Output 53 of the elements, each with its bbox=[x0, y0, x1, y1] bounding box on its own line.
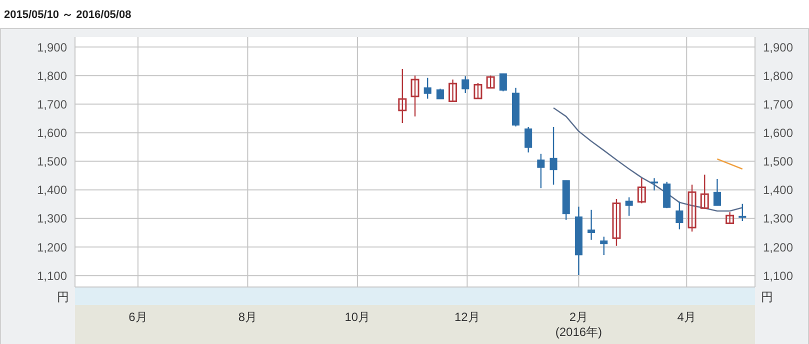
candlestick bbox=[524, 126, 532, 154]
y-tick-label: 1,300 bbox=[36, 212, 68, 226]
x-tick-label: 6月 bbox=[128, 310, 148, 324]
candlestick bbox=[663, 181, 671, 209]
candlestick bbox=[700, 174, 709, 209]
y2-tick-label: 1,700 bbox=[763, 97, 794, 112]
candlestick bbox=[625, 196, 633, 216]
candlestick bbox=[486, 74, 495, 89]
candlestick bbox=[713, 178, 721, 206]
candlestick bbox=[550, 126, 558, 186]
y-tick-label: 1,400 bbox=[36, 183, 68, 198]
candlestick bbox=[688, 184, 696, 232]
y-tick-label: 1,800 bbox=[36, 68, 68, 83]
candlestick bbox=[650, 178, 658, 192]
candlestick bbox=[726, 212, 734, 224]
y-axis-title: 円 bbox=[57, 289, 69, 306]
candlestick bbox=[474, 82, 482, 100]
x-tick-label: 12月 bbox=[454, 310, 480, 324]
chart-title: 2015/05/10 ～ 2016/05/08 bbox=[4, 8, 132, 22]
candlestick bbox=[462, 76, 470, 94]
y-tick-label: 1,200 bbox=[36, 240, 68, 254]
x-tick-label: 2月 (2016年) bbox=[555, 310, 602, 339]
candlestick bbox=[738, 203, 746, 222]
candlestick bbox=[600, 236, 608, 256]
y-tick-label: 1,900 bbox=[36, 40, 68, 54]
candlestick bbox=[612, 198, 621, 246]
candlestick bbox=[398, 68, 407, 124]
y-tick-label: 1,100 bbox=[36, 268, 68, 283]
y2-tick-label: 1,500 bbox=[763, 154, 794, 169]
candlestick bbox=[588, 209, 596, 240]
candlestick bbox=[637, 178, 646, 204]
y2-tick-label: 1,900 bbox=[763, 40, 794, 54]
x-tick-label: 10月 bbox=[344, 310, 370, 324]
candlestick bbox=[410, 74, 420, 118]
y2-tick-label: 1,100 bbox=[763, 268, 794, 283]
candlestick bbox=[424, 77, 432, 100]
line-series bbox=[552, 107, 744, 212]
candlestick bbox=[436, 88, 444, 100]
y-tick-label: 1,500 bbox=[36, 154, 68, 169]
y-tick-label: 1,600 bbox=[36, 126, 68, 140]
candlestick bbox=[537, 153, 545, 189]
y2-tick-label: 1,200 bbox=[763, 240, 794, 254]
x-tick-label: 8月 bbox=[238, 310, 258, 324]
x-tick-label: 4月 bbox=[677, 310, 696, 324]
y2-tick-label: 1,800 bbox=[763, 68, 794, 83]
y2-tick-label: 1,400 bbox=[763, 183, 794, 198]
y2-axis-title: 円 bbox=[761, 289, 773, 306]
y2-tick-label: 1,300 bbox=[763, 212, 794, 226]
y2-tick-label: 1,600 bbox=[763, 126, 794, 140]
candlestick bbox=[499, 72, 507, 92]
candlestick bbox=[448, 78, 458, 102]
candlestick bbox=[676, 200, 684, 230]
y-tick-label: 1,700 bbox=[36, 97, 68, 112]
